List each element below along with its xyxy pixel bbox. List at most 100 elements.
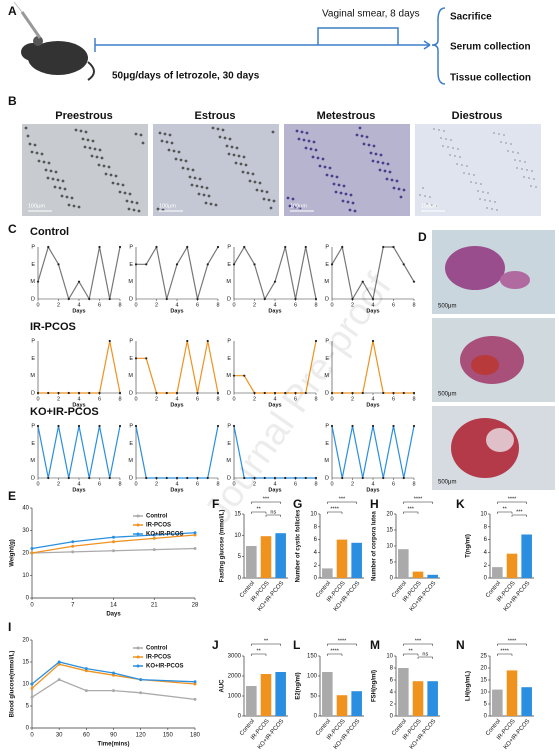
y-tick-label: 10 xyxy=(386,544,393,550)
sig-label: ns xyxy=(422,651,428,657)
sig-bracket xyxy=(327,643,357,646)
cycle-point xyxy=(145,476,148,480)
y-tick-label: P xyxy=(129,244,133,250)
cycle-point xyxy=(186,476,189,480)
y-tick-label: D xyxy=(227,390,231,396)
cycle-point xyxy=(361,476,364,480)
y-tick-label: 10 xyxy=(234,533,241,539)
cell xyxy=(463,172,465,174)
cell xyxy=(487,192,489,194)
cell xyxy=(177,150,181,154)
legend-marker xyxy=(136,664,140,668)
point xyxy=(112,535,115,539)
x-tick-label: 2 xyxy=(253,396,256,402)
y-tick-label: D xyxy=(129,475,133,481)
sig-bracket xyxy=(251,511,267,514)
cell xyxy=(181,166,185,170)
x-axis-title: Days xyxy=(170,402,183,408)
cell xyxy=(248,179,252,183)
x-tick-label: 14 xyxy=(110,603,117,609)
cell xyxy=(500,141,502,143)
cell xyxy=(271,130,275,134)
cell xyxy=(535,186,537,188)
x-tick-label: 6 xyxy=(98,396,101,402)
sig-bracket xyxy=(403,501,433,504)
cell xyxy=(379,153,383,157)
legend-label: IR-PCOS xyxy=(146,523,171,529)
cell xyxy=(510,143,512,145)
cell xyxy=(344,192,348,196)
cell xyxy=(355,133,359,137)
cell xyxy=(165,140,169,144)
bar xyxy=(246,546,257,578)
cell xyxy=(516,167,518,169)
y-tick-label: 15 xyxy=(386,528,393,534)
y-tick-label: P xyxy=(325,244,329,250)
x-tick-label: 4 xyxy=(77,302,80,308)
x-tick-label: 6 xyxy=(196,396,199,402)
cell xyxy=(77,205,81,209)
cell xyxy=(369,151,373,155)
y-tick-label: 4 xyxy=(484,550,488,556)
cycle-point xyxy=(77,391,81,395)
cell xyxy=(526,169,528,171)
cell xyxy=(30,150,34,154)
sig-label: **** xyxy=(330,648,339,654)
cell xyxy=(376,160,380,164)
sig-label: **** xyxy=(330,506,339,512)
bar xyxy=(506,553,518,578)
cell xyxy=(241,170,245,174)
cell xyxy=(67,203,71,207)
cell xyxy=(111,181,115,185)
cell xyxy=(225,144,229,148)
y-tick-label: 30 xyxy=(22,528,29,534)
bar xyxy=(412,681,424,716)
y-axis-title: Number of cystic follicles xyxy=(296,509,302,582)
cell xyxy=(386,162,390,166)
x-tick-label: 4 xyxy=(273,302,276,308)
scale-label: 100μm xyxy=(159,203,176,209)
x-tick-label: 4 xyxy=(371,396,374,402)
cell xyxy=(473,174,475,176)
y-tick-label: E xyxy=(31,356,35,362)
cycle-point xyxy=(382,391,385,395)
x-tick-label: 8 xyxy=(118,396,121,402)
x-tick-label: 6 xyxy=(392,302,395,308)
sig-bracket xyxy=(327,653,343,656)
bar xyxy=(351,542,362,578)
y-tick-label: 0 xyxy=(390,576,394,582)
cycle-point xyxy=(253,263,256,266)
y-tick-label: M xyxy=(128,373,133,379)
stage-title: Preestrous xyxy=(55,110,112,122)
y-axis-title: Blood glucose(mmol/L) xyxy=(10,651,16,718)
sig-label: **** xyxy=(508,638,517,644)
cycle-point xyxy=(341,245,344,249)
point xyxy=(71,550,75,554)
y-tick-label: P xyxy=(31,244,35,250)
panel-label: H xyxy=(370,497,379,511)
cycle-point xyxy=(371,424,375,428)
cycle-point xyxy=(175,391,179,395)
cell xyxy=(288,204,292,208)
sig-bracket xyxy=(327,511,343,514)
cycle-point xyxy=(341,391,344,395)
bar xyxy=(412,571,424,578)
cell xyxy=(239,162,243,166)
y-tick-label: 20 xyxy=(22,551,29,557)
cell xyxy=(449,154,451,156)
sig-label: **** xyxy=(508,496,517,502)
cell xyxy=(533,178,535,180)
y-axis-title: Number of corpora lutea xyxy=(372,511,378,581)
cycle-point xyxy=(273,391,277,395)
y-tick-label: 2 xyxy=(314,563,318,569)
y-tick-label: E xyxy=(227,441,231,447)
cell xyxy=(312,140,316,144)
cell xyxy=(60,194,64,198)
cell xyxy=(468,173,470,175)
cycle-point xyxy=(57,391,60,395)
y-tick-label: 0 xyxy=(238,714,242,720)
y-tick-label: 15 xyxy=(480,678,487,684)
point xyxy=(152,536,156,540)
cell xyxy=(302,138,306,142)
cell xyxy=(304,146,308,150)
